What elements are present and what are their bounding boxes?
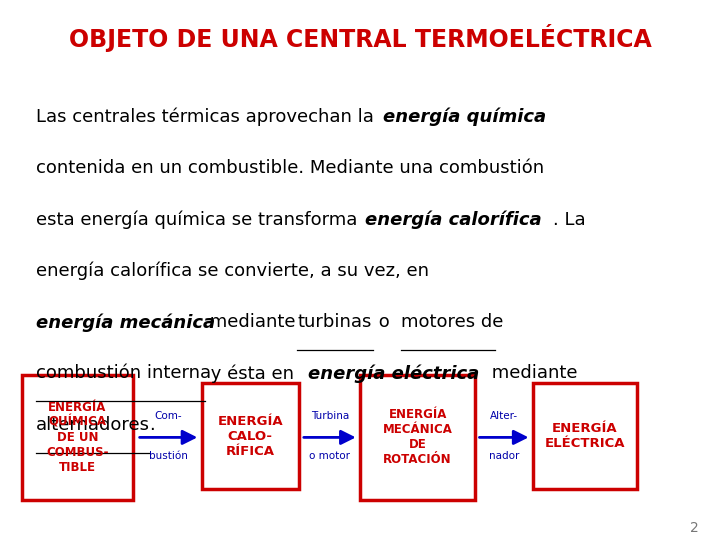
Text: OBJETO DE UNA CENTRAL TERMOELÉCTRICA: OBJETO DE UNA CENTRAL TERMOELÉCTRICA <box>68 24 652 52</box>
Text: energía calorífica: energía calorífica <box>364 211 541 229</box>
Text: nador: nador <box>489 451 519 461</box>
FancyBboxPatch shape <box>22 375 133 500</box>
Text: o: o <box>372 313 395 331</box>
Text: mediante: mediante <box>204 313 301 331</box>
Text: ENERGÍA
MECÁNICA
DE
ROTACIÓN: ENERGÍA MECÁNICA DE ROTACIÓN <box>382 408 453 467</box>
Text: . La: . La <box>553 211 586 228</box>
Text: esta energía química se transforma: esta energía química se transforma <box>36 211 363 229</box>
Text: bustión: bustión <box>149 451 188 461</box>
Text: y ésta en: y ésta en <box>205 364 300 383</box>
Text: energía eléctrica: energía eléctrica <box>308 364 480 383</box>
Text: ENERGÍA
CALO-
RÍFICA: ENERGÍA CALO- RÍFICA <box>217 415 283 457</box>
Text: energía mecánica: energía mecánica <box>36 313 215 332</box>
Text: o motor: o motor <box>310 451 350 461</box>
Text: Com-: Com- <box>155 411 182 421</box>
Text: 2: 2 <box>690 521 698 535</box>
FancyBboxPatch shape <box>533 383 637 489</box>
Text: Turbina: Turbina <box>310 411 349 421</box>
Text: motores de: motores de <box>401 313 503 331</box>
Text: alternadores: alternadores <box>36 416 150 434</box>
Text: energía calorífica se convierte, a su vez, en: energía calorífica se convierte, a su ve… <box>36 262 429 280</box>
Text: mediante: mediante <box>486 364 578 382</box>
FancyBboxPatch shape <box>202 383 299 489</box>
Text: ENERGÍA
QUÍMICA
DE UN
COMBUS-
TIBLE: ENERGÍA QUÍMICA DE UN COMBUS- TIBLE <box>46 401 109 474</box>
Text: ENERGÍA
ELÉCTRICA: ENERGÍA ELÉCTRICA <box>545 422 625 450</box>
Text: turbinas: turbinas <box>297 313 372 331</box>
Text: energía química: energía química <box>383 108 546 126</box>
Text: .: . <box>148 416 154 434</box>
Text: contenida en un combustible. Mediante una combustión: contenida en un combustible. Mediante un… <box>36 159 544 177</box>
Text: Alter-: Alter- <box>490 411 518 421</box>
FancyBboxPatch shape <box>360 375 475 500</box>
Text: combustión interna: combustión interna <box>36 364 211 382</box>
Text: Las centrales térmicas aprovechan la: Las centrales térmicas aprovechan la <box>36 108 379 126</box>
